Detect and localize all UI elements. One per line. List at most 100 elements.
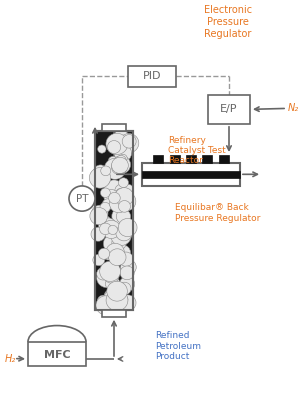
Bar xyxy=(102,310,126,317)
Circle shape xyxy=(115,245,130,260)
Bar xyxy=(102,124,126,131)
Circle shape xyxy=(121,260,136,275)
Bar xyxy=(142,171,240,178)
Circle shape xyxy=(111,157,128,173)
Circle shape xyxy=(120,295,128,303)
Circle shape xyxy=(98,145,106,153)
Circle shape xyxy=(112,208,130,225)
Circle shape xyxy=(100,222,113,235)
Text: PID: PID xyxy=(143,71,161,81)
Circle shape xyxy=(113,289,126,301)
Text: MFC: MFC xyxy=(44,350,70,360)
Circle shape xyxy=(106,290,128,311)
Circle shape xyxy=(93,165,107,179)
Circle shape xyxy=(103,234,123,253)
Circle shape xyxy=(96,296,115,315)
Circle shape xyxy=(116,155,126,166)
Circle shape xyxy=(107,302,116,311)
Circle shape xyxy=(104,190,119,204)
Bar xyxy=(202,155,212,163)
Bar xyxy=(219,155,229,163)
Circle shape xyxy=(119,252,133,266)
Circle shape xyxy=(114,145,132,162)
Text: Electronic
Pressure
Regulator: Electronic Pressure Regulator xyxy=(204,5,252,39)
Circle shape xyxy=(91,227,106,241)
Circle shape xyxy=(113,289,126,302)
Text: Refined
Petroleum
Product: Refined Petroleum Product xyxy=(155,331,201,361)
Circle shape xyxy=(97,295,109,307)
Circle shape xyxy=(104,268,119,283)
Bar xyxy=(95,131,133,310)
Text: Equilibar® Back
Pressure Regulator: Equilibar® Back Pressure Regulator xyxy=(175,204,260,223)
Circle shape xyxy=(101,166,111,176)
Circle shape xyxy=(108,225,118,234)
Bar xyxy=(153,155,163,163)
Circle shape xyxy=(100,188,110,197)
Circle shape xyxy=(119,277,135,291)
Text: N₂: N₂ xyxy=(288,103,299,114)
Circle shape xyxy=(102,220,121,239)
Circle shape xyxy=(119,201,130,212)
Circle shape xyxy=(110,195,128,213)
Circle shape xyxy=(120,266,134,280)
Circle shape xyxy=(89,168,111,188)
Circle shape xyxy=(109,249,126,266)
Circle shape xyxy=(119,133,139,153)
Circle shape xyxy=(115,184,129,198)
Text: H₂: H₂ xyxy=(5,354,16,363)
Circle shape xyxy=(91,205,108,221)
Circle shape xyxy=(90,208,108,225)
Circle shape xyxy=(118,282,131,295)
Circle shape xyxy=(113,130,129,145)
Circle shape xyxy=(120,139,130,149)
Circle shape xyxy=(116,210,131,223)
Circle shape xyxy=(108,289,120,300)
Bar xyxy=(28,342,86,366)
Circle shape xyxy=(116,188,126,198)
Circle shape xyxy=(116,192,136,211)
Circle shape xyxy=(98,216,111,228)
Circle shape xyxy=(122,135,136,148)
Bar xyxy=(95,131,133,310)
Text: PT: PT xyxy=(76,194,88,204)
Circle shape xyxy=(99,218,117,236)
Circle shape xyxy=(109,193,120,204)
Circle shape xyxy=(107,277,120,290)
Circle shape xyxy=(98,248,110,259)
Circle shape xyxy=(100,202,110,212)
Circle shape xyxy=(118,219,137,236)
Circle shape xyxy=(119,154,127,162)
Circle shape xyxy=(112,155,130,174)
Circle shape xyxy=(106,133,128,155)
Circle shape xyxy=(104,158,126,179)
Circle shape xyxy=(119,140,128,148)
Bar xyxy=(208,95,250,124)
Circle shape xyxy=(97,268,117,288)
Circle shape xyxy=(99,223,111,234)
Circle shape xyxy=(102,199,114,210)
Bar xyxy=(186,155,196,163)
Circle shape xyxy=(105,278,118,290)
Circle shape xyxy=(124,184,133,193)
Circle shape xyxy=(106,243,124,261)
Circle shape xyxy=(111,159,127,175)
Circle shape xyxy=(97,172,111,185)
Circle shape xyxy=(93,254,105,266)
Text: E/P: E/P xyxy=(220,104,238,114)
Bar xyxy=(170,155,180,163)
Circle shape xyxy=(119,178,129,188)
Circle shape xyxy=(116,225,132,241)
Circle shape xyxy=(120,263,134,277)
Circle shape xyxy=(104,291,115,301)
Circle shape xyxy=(100,261,121,282)
Circle shape xyxy=(97,267,110,280)
Bar xyxy=(142,163,240,186)
Circle shape xyxy=(69,186,95,211)
Circle shape xyxy=(104,290,116,302)
Circle shape xyxy=(120,295,136,311)
Circle shape xyxy=(107,281,127,301)
Circle shape xyxy=(115,188,134,206)
Circle shape xyxy=(108,156,118,166)
Circle shape xyxy=(103,250,114,260)
Circle shape xyxy=(107,140,121,153)
